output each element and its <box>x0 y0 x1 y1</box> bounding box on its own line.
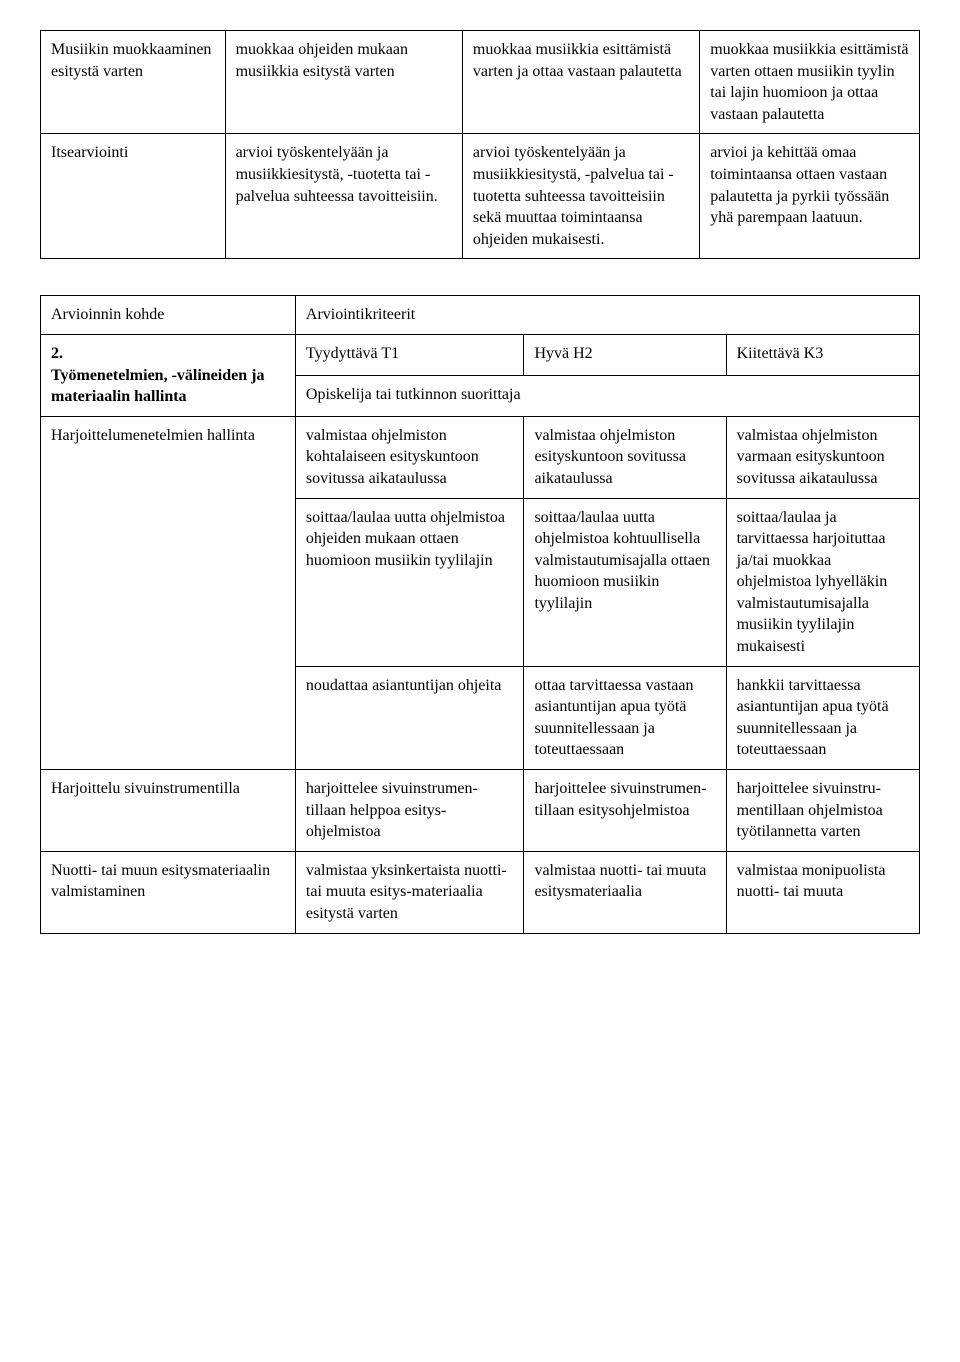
table-cell: arvioi ja kehittää omaa toimintaansa ott… <box>700 134 920 259</box>
row-label-cell: Harjoittelu sivuinstrumentilla <box>41 770 296 852</box>
header-left: Arvioinnin kohde <box>41 296 296 335</box>
header-right: Arviointikriteerit <box>295 296 919 335</box>
table-cell: valmistaa ohjelmiston kohtalaiseen esity… <box>295 416 524 498</box>
table-cell: Musiikin muokkaaminen esitystä varten <box>41 31 226 134</box>
subheader-cell: Opiskelija tai tutkinnon suorittaja <box>295 375 919 416</box>
table2-header-row: Arvioinnin kohde Arviointikriteerit <box>41 296 920 335</box>
table-row: Musiikin muokkaaminen esitystä vartenmuo… <box>41 31 920 134</box>
table-cell: harjoittelee sivuinstru-mentillaan ohjel… <box>726 770 919 852</box>
section-rest: Työmenetelmien, -välineiden ja materiaal… <box>51 367 264 406</box>
table2-section-row-levels: 2. Työmenetelmien, -välineiden ja materi… <box>41 334 920 375</box>
table-cell: valmistaa nuotti- tai muuta esitysmateri… <box>524 851 726 933</box>
table-cell: ottaa tarvittaessa vastaan asiantuntijan… <box>524 666 726 769</box>
section-number: 2. <box>51 345 63 362</box>
table-cell: arvioi työskentelyään ja musiikkiesityst… <box>462 134 699 259</box>
table-row: Harjoittelumenetelmien hallintavalmistaa… <box>41 416 920 498</box>
table-cell: soittaa/laulaa ja tarvittaessa harjoitut… <box>726 498 919 666</box>
table-cell: muokkaa musiikkia esittämistä varten ja … <box>462 31 699 134</box>
row-label-cell: Harjoittelumenetelmien hallinta <box>41 416 296 769</box>
table-cell: harjoittelee sivuinstrumen-tillaan esity… <box>524 770 726 852</box>
table-cell: muokkaa ohjeiden mukaan musiikkia esitys… <box>225 31 462 134</box>
table-cell: harjoittelee sivuinstrumen-tillaan helpp… <box>295 770 524 852</box>
table-row: Itsearviointiarvioi työskentelyään ja mu… <box>41 134 920 259</box>
level-t1: Tyydyttävä T1 <box>295 334 524 375</box>
table-cell: arvioi työskentelyään ja musiikkiesityst… <box>225 134 462 259</box>
table-cell: Itsearviointi <box>41 134 226 259</box>
table-row: Nuotti- tai muun esitysmateriaalin valmi… <box>41 851 920 933</box>
criteria-table-2: Arvioinnin kohde Arviointikriteerit 2. T… <box>40 295 920 933</box>
criteria-table-1: Musiikin muokkaaminen esitystä vartenmuo… <box>40 30 920 259</box>
level-k3: Kiitettävä K3 <box>726 334 919 375</box>
row-label-cell: Nuotti- tai muun esitysmateriaalin valmi… <box>41 851 296 933</box>
table-cell: hankkii tarvittaessa asiantuntijan apua … <box>726 666 919 769</box>
table-cell: noudattaa asiantuntijan ohjeita <box>295 666 524 769</box>
table-cell: valmistaa ohjelmiston esityskuntoon sovi… <box>524 416 726 498</box>
table-cell: soittaa/laulaa uutta ohjelmistoa ohjeide… <box>295 498 524 666</box>
section-title-cell: 2. Työmenetelmien, -välineiden ja materi… <box>41 334 296 416</box>
table-cell: muokkaa musiikkia esittämistä varten ott… <box>700 31 920 134</box>
table-cell: soittaa/laulaa uutta ohjelmistoa kohtuul… <box>524 498 726 666</box>
table-cell: valmistaa ohjelmiston varmaan esityskunt… <box>726 416 919 498</box>
table-cell: valmistaa yksinkertaista nuotti- tai muu… <box>295 851 524 933</box>
table-row: Harjoittelu sivuinstrumentillaharjoittel… <box>41 770 920 852</box>
level-h2: Hyvä H2 <box>524 334 726 375</box>
table-cell: valmistaa monipuolista nuotti- tai muuta <box>726 851 919 933</box>
